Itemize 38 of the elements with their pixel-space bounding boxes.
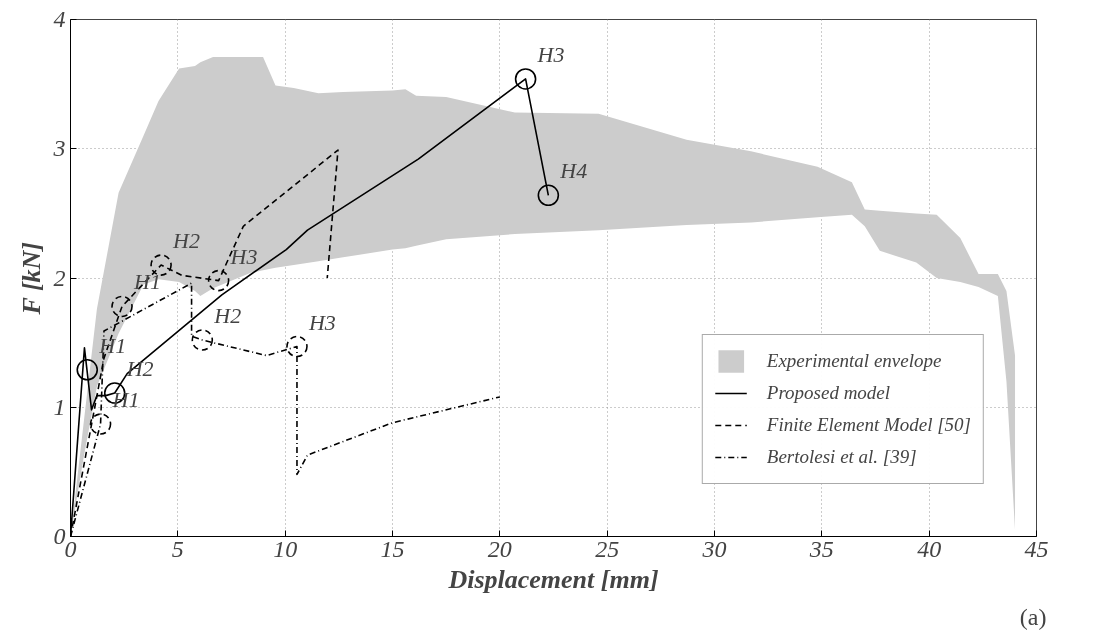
annotation: H1 bbox=[111, 387, 140, 413]
x-tick-label: 20 bbox=[487, 535, 512, 562]
point bbox=[111, 295, 133, 318]
point bbox=[537, 184, 560, 207]
x-tick-label: 40 bbox=[917, 535, 942, 562]
annotation: H4 bbox=[559, 158, 588, 184]
x-tick-label: 30 bbox=[701, 535, 727, 562]
annotation: H2 bbox=[213, 303, 242, 329]
y-tick-label: 1 bbox=[53, 393, 66, 420]
point bbox=[207, 269, 230, 292]
x-tick-label: 5 bbox=[171, 535, 184, 562]
annotation: H1 bbox=[133, 269, 161, 295]
annotation: H1 bbox=[98, 332, 127, 358]
point bbox=[514, 68, 537, 90]
annotation: H2 bbox=[172, 228, 200, 254]
x-tick-label: 10 bbox=[273, 535, 298, 562]
point bbox=[89, 413, 112, 435]
x-tick-label: 25 bbox=[595, 535, 620, 562]
annotation: H3 bbox=[229, 243, 258, 269]
legend-label: Experimental envelope bbox=[766, 350, 942, 372]
point bbox=[286, 335, 308, 358]
legend-label: Bertolesi et al. [39] bbox=[766, 446, 917, 468]
y-tick-label: 3 bbox=[52, 135, 66, 162]
text: (a) bbox=[1019, 603, 1047, 630]
y-axis-title: F [kN] bbox=[16, 242, 46, 316]
legend-label: Proposed model bbox=[766, 382, 891, 404]
x-tick-label: 35 bbox=[808, 535, 834, 562]
x-tick-label: 15 bbox=[380, 535, 405, 562]
point bbox=[150, 254, 172, 276]
annotation: H3 bbox=[307, 309, 336, 335]
x-tick-label: 45 bbox=[1024, 535, 1049, 562]
y-tick-label: 2 bbox=[53, 264, 66, 291]
point bbox=[76, 358, 99, 381]
legend-label: Finite Element Model [50] bbox=[766, 414, 971, 436]
annotation: H3 bbox=[536, 41, 565, 67]
y-tick-label: 4 bbox=[53, 6, 66, 32]
x-axis-title: Displacement [mm] bbox=[447, 564, 659, 594]
point bbox=[191, 329, 214, 351]
